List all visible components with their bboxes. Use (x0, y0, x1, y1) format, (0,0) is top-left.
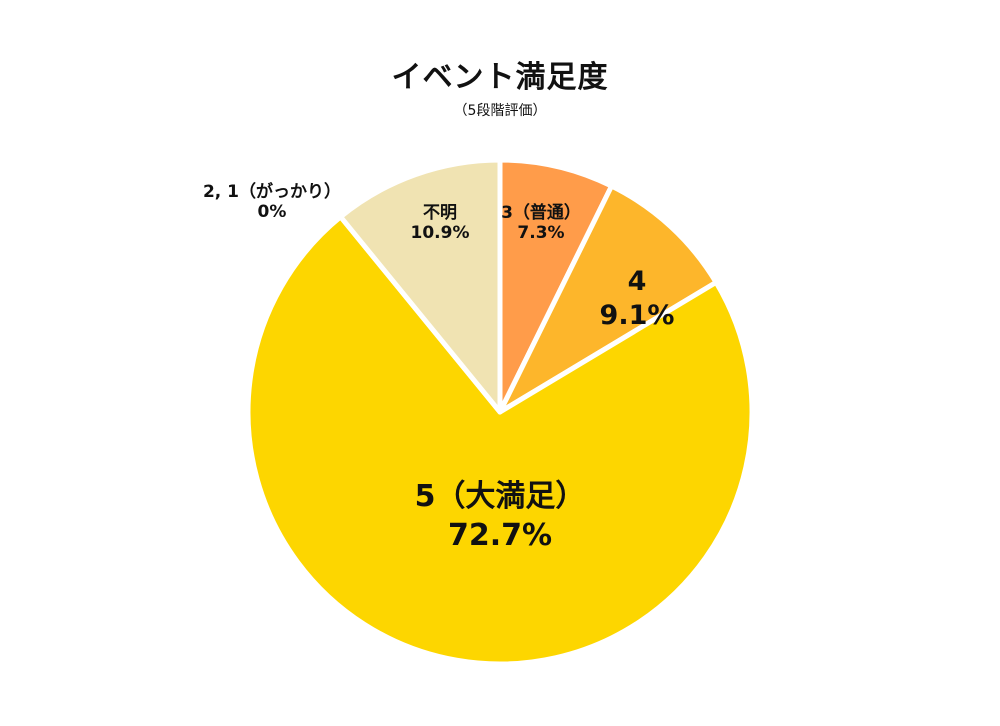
label-slice-5-name: 5（大満足） (414, 479, 586, 514)
pie-slice-unknown (338, 157, 503, 415)
label-slice-5-value: 72.7% (447, 518, 553, 553)
pie-slice-4 (497, 183, 719, 415)
label-slice-4-value: 9.1% (599, 299, 675, 331)
label-slice-unknown-value: 10.9% (410, 223, 470, 244)
label-slice-5: 5（大満足） 72.7% (415, 477, 586, 555)
label-slice-2-1-name: 2, 1（がっかり） (202, 182, 342, 202)
label-slice-4-name: 4 (627, 266, 647, 297)
label-slice-2-1: 2, 1（がっかり） 0% (203, 182, 341, 223)
label-slice-3-value: 7.3% (517, 223, 565, 244)
label-slice-2-1-value: 0% (257, 202, 287, 223)
label-slice-3: 3（普通） 7.3% (501, 203, 581, 244)
chart-subtitle: （5段階評価） (453, 103, 547, 119)
label-slice-4: 4 9.1% (600, 265, 675, 333)
pie-slice-5 (245, 214, 755, 667)
label-slice-unknown-name: 不明 (422, 203, 457, 223)
label-slice-unknown: 不明 10.9% (411, 203, 470, 244)
label-slice-3-name: 3（普通） (501, 203, 581, 223)
chart-title: イベント満足度 (391, 60, 609, 95)
